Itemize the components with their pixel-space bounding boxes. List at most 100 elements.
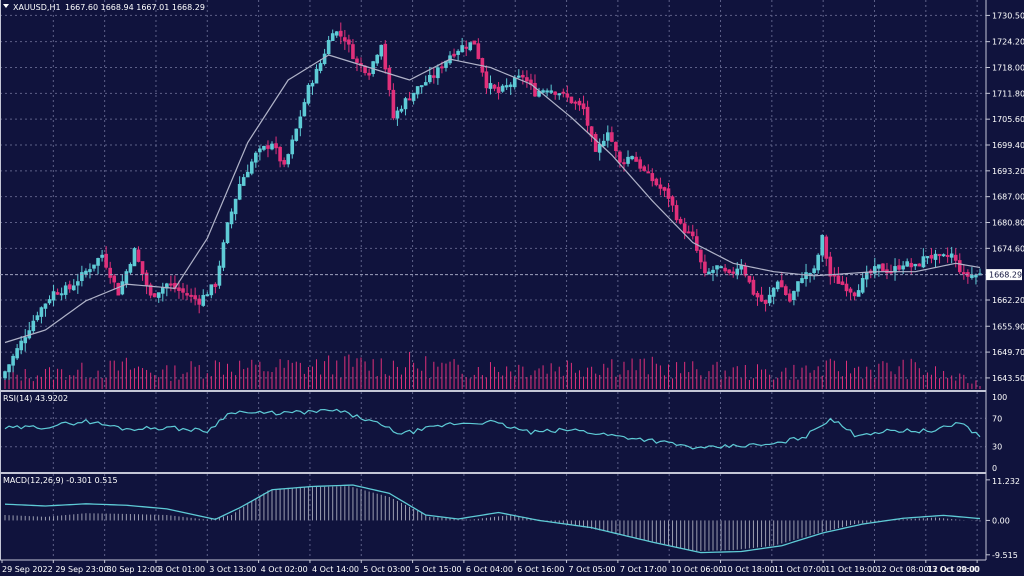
bull-candle	[241, 177, 246, 186]
moving-average-layer	[4, 54, 981, 344]
price-tick-label: 1662.20	[992, 296, 1024, 305]
bear-candle	[432, 75, 436, 78]
bear-candle	[367, 72, 371, 76]
rsi-tick-label: 0	[992, 464, 997, 473]
bull-candle	[411, 92, 416, 101]
bear-candle	[185, 293, 189, 296]
candle-layer	[3, 22, 982, 380]
bull-candle	[901, 265, 905, 270]
symbol-dropdown-icon[interactable]	[3, 4, 9, 8]
bull-candle	[100, 254, 104, 258]
bear-candle	[662, 187, 667, 191]
bull-candle	[796, 281, 800, 292]
bull-candle	[415, 86, 420, 95]
bull-candle	[941, 254, 946, 257]
bear-candle	[848, 288, 853, 293]
bull-candle	[626, 156, 630, 164]
time-tick-label: 5 Oct 03:00	[363, 565, 410, 574]
bear-candle	[148, 284, 153, 296]
bull-candle	[488, 83, 493, 89]
bear-candle	[929, 255, 934, 259]
bull-candle	[873, 266, 877, 274]
bear-candle	[116, 282, 121, 296]
bear-candle	[387, 67, 392, 91]
bear-candle	[533, 82, 537, 97]
bull-candle	[51, 291, 56, 301]
bull-candle	[864, 271, 869, 280]
price-tick-label: 1674.60	[992, 244, 1024, 253]
bear-candle	[763, 299, 768, 304]
bear-candle	[407, 98, 412, 101]
bear-candle	[181, 288, 185, 293]
bear-candle	[355, 58, 359, 63]
bull-candle	[719, 266, 723, 269]
bear-candle	[618, 151, 622, 163]
price-tick-label: 1693.20	[992, 167, 1024, 176]
bear-candle	[561, 91, 566, 94]
bear-candle	[266, 145, 270, 149]
rsi-tick-label: 70	[992, 414, 1002, 423]
bull-candle	[302, 102, 307, 117]
bull-candle	[606, 132, 610, 141]
bull-candle	[63, 285, 68, 295]
bull-candle	[84, 270, 88, 275]
bull-candle	[19, 340, 23, 351]
bull-candle	[11, 355, 15, 366]
bear-candle	[476, 43, 481, 59]
bull-candle	[812, 268, 816, 274]
bull-candle	[403, 98, 408, 110]
bull-candle	[15, 348, 19, 359]
bull-candle	[905, 261, 909, 267]
price-tick-label: 1705.60	[992, 115, 1024, 124]
bull-candle	[310, 82, 315, 87]
price-tick-label: 1643.50	[992, 374, 1024, 383]
time-tick-label: 7 Oct 17:00	[620, 565, 667, 574]
bear-candle	[779, 280, 784, 288]
bull-candle	[816, 254, 820, 271]
current-price-value: 1668.29	[989, 271, 1022, 280]
bear-candle	[678, 218, 683, 224]
time-tick-label: 10 Oct 18:00	[723, 565, 775, 574]
price-tick-label: 1687.00	[992, 193, 1024, 202]
bull-candle	[43, 303, 48, 309]
time-tick-label: 30 Sep 12:00	[107, 565, 160, 574]
bull-candle	[767, 294, 772, 304]
bull-candle	[76, 281, 80, 286]
price-tick-label: 1649.70	[992, 348, 1024, 357]
bull-candle	[7, 364, 11, 373]
bull-candle	[707, 271, 711, 274]
bull-candle	[500, 85, 505, 92]
bear-candle	[658, 184, 663, 189]
bear-candle	[338, 30, 343, 37]
bear-candle	[690, 231, 695, 237]
bull-candle	[314, 68, 319, 84]
macd-layer	[4, 484, 981, 554]
bear-candle	[569, 96, 574, 104]
time-tick-label: 3 Oct 01:00	[158, 565, 205, 574]
bull-candle	[205, 294, 210, 297]
macd-tick-label: -9.515	[992, 551, 1018, 560]
bear-candle	[140, 261, 145, 275]
price-tick-label: 1711.80	[992, 89, 1024, 98]
bear-candle	[747, 275, 752, 283]
time-tick-label: 6 Oct 16:00	[517, 565, 564, 574]
bear-candle	[953, 254, 958, 261]
bear-candle	[828, 256, 833, 277]
bear-candle	[642, 166, 647, 171]
bear-candle	[573, 101, 578, 104]
bear-candle	[743, 265, 748, 276]
bull-candle	[427, 74, 432, 83]
bull-candle	[132, 248, 137, 267]
bear-candle	[614, 141, 618, 151]
rsi-tick-label: 100	[992, 393, 1007, 402]
bull-candle	[318, 63, 323, 71]
bear-candle	[351, 44, 355, 60]
bear-candle	[682, 223, 687, 234]
bull-candle	[71, 285, 76, 291]
bull-candle	[541, 90, 545, 93]
bull-candle	[233, 198, 238, 215]
price-tick-label: 1655.90	[992, 322, 1024, 331]
bull-candle	[775, 281, 780, 290]
bull-candle	[217, 265, 222, 286]
bull-candle	[326, 39, 331, 55]
